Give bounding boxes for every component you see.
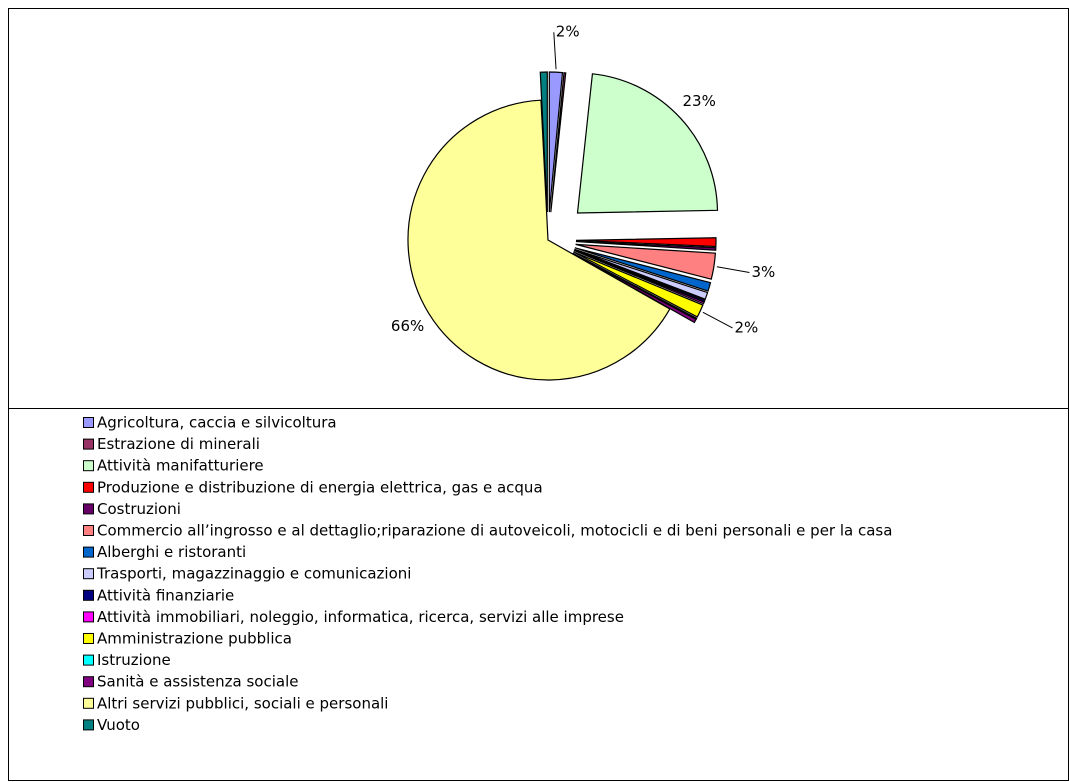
legend-label: Costruzioni bbox=[97, 500, 181, 518]
legend-label: Sanità e assistenza sociale bbox=[97, 673, 298, 691]
legend-label: Attività manifatturiere bbox=[97, 457, 264, 475]
legend-swatch bbox=[83, 481, 94, 493]
data-label: 2% bbox=[556, 23, 580, 41]
pie-slice bbox=[548, 71, 564, 213]
legend-swatch bbox=[83, 525, 94, 536]
legend-swatch bbox=[83, 546, 94, 558]
data-label: 66% bbox=[391, 317, 424, 335]
pie-slice bbox=[575, 240, 717, 251]
pie-slice bbox=[407, 99, 671, 381]
legend-swatch bbox=[83, 633, 94, 644]
data-label: 2% bbox=[734, 318, 758, 336]
legend-label: Attività finanziarie bbox=[97, 586, 234, 604]
legend-swatch bbox=[83, 611, 94, 623]
legend-swatch bbox=[83, 568, 94, 580]
legend-label: Altri servizi pubblici, sociali e person… bbox=[97, 694, 388, 712]
pie-slice bbox=[575, 243, 717, 280]
pie-slice bbox=[575, 237, 717, 248]
legend-label: Vuoto bbox=[97, 716, 140, 734]
legend-label: Attività immobiliari, noleggio, informat… bbox=[97, 608, 624, 626]
leader-line bbox=[702, 311, 733, 329]
legend-swatch bbox=[83, 719, 94, 731]
leader-line bbox=[716, 266, 750, 274]
legend-swatch bbox=[83, 589, 94, 601]
pie-slice bbox=[574, 247, 712, 292]
legend-swatch bbox=[83, 676, 94, 688]
legend-label: Agricoltura, caccia e silvicoltura bbox=[97, 414, 337, 432]
pie-slice bbox=[576, 73, 719, 214]
legend-label: Amministrazione pubblica bbox=[97, 630, 292, 648]
data-label: 3% bbox=[751, 263, 775, 281]
legend-label: Istruzione bbox=[97, 651, 171, 669]
legend-swatch bbox=[83, 503, 94, 515]
pie-slice bbox=[574, 248, 709, 300]
pie-slice bbox=[573, 249, 705, 305]
pie-slice bbox=[539, 71, 548, 213]
legend-label: Estrazione di minerali bbox=[97, 435, 260, 453]
legend-swatch bbox=[83, 417, 94, 428]
legend-label: Commercio all’ingrosso e al dettaglio;ri… bbox=[97, 522, 892, 540]
pie-slice bbox=[573, 251, 704, 318]
legend-label: Produzione e distribuzione di energia el… bbox=[97, 478, 543, 496]
data-label: 23% bbox=[683, 92, 716, 110]
leader-line bbox=[553, 32, 557, 70]
legend-swatch bbox=[83, 654, 94, 666]
legend-swatch bbox=[83, 438, 94, 450]
pie-slice bbox=[550, 72, 567, 213]
legend-swatch bbox=[83, 460, 94, 472]
legend-label: Alberghi e ristoranti bbox=[97, 543, 246, 561]
legend-swatch bbox=[83, 697, 94, 709]
legend-label: Trasporti, magazzinaggio e comunicazioni bbox=[96, 565, 411, 583]
legend-box bbox=[8, 408, 1069, 781]
